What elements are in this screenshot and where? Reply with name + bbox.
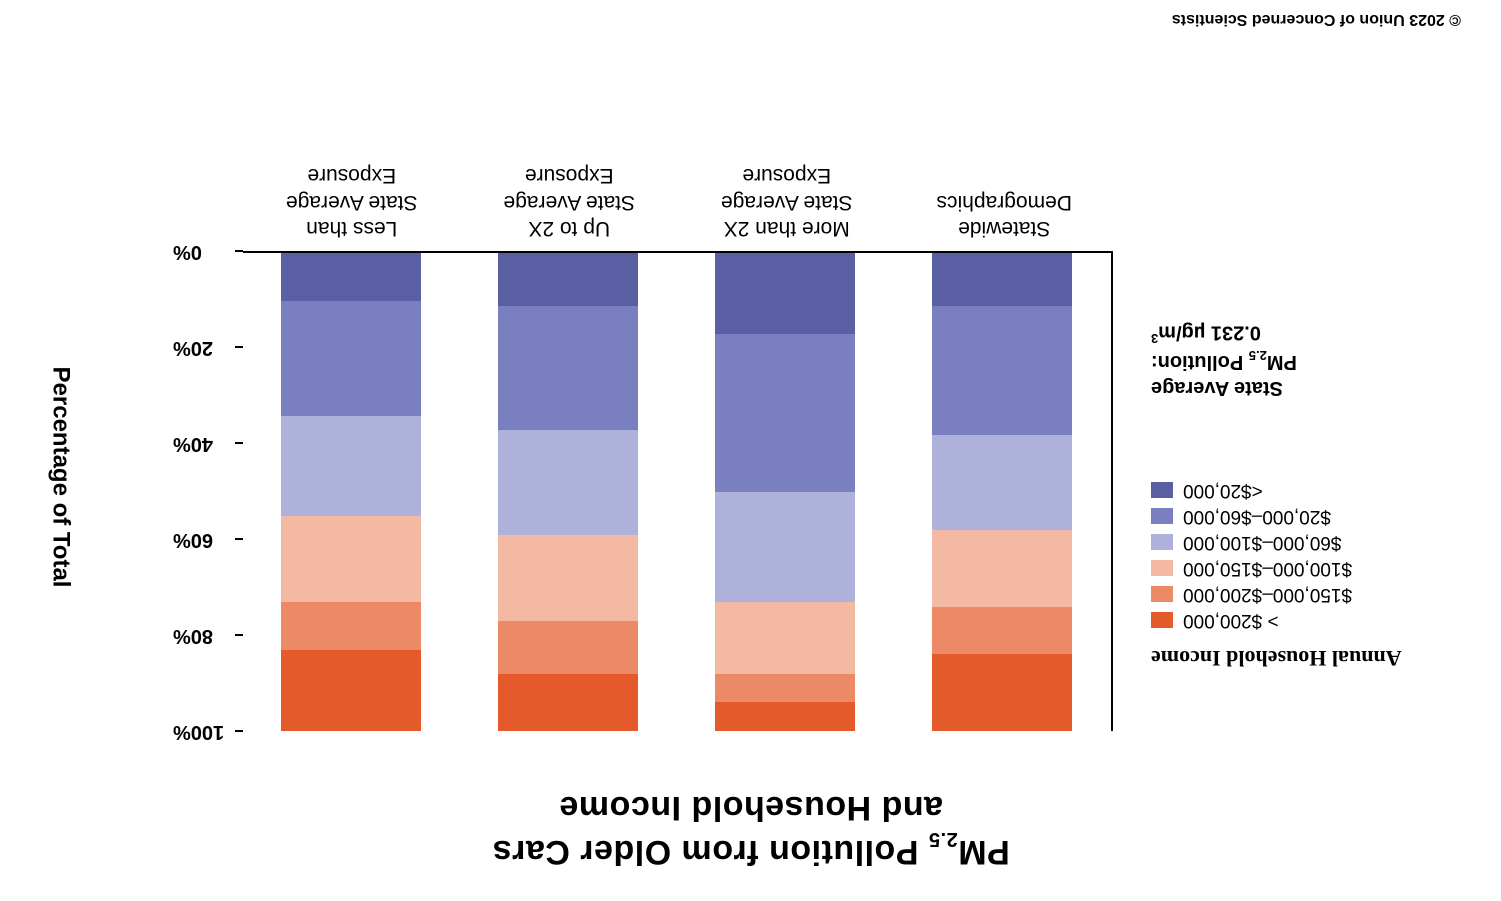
legend-item: $60,000–$100,000 — [1151, 531, 1451, 553]
bar-segment — [282, 516, 422, 602]
y-tick-mark — [235, 730, 243, 732]
bar-segment — [716, 253, 856, 334]
title-line-1: PM2.5 Pollution from Older Cars — [391, 827, 1111, 871]
legend-item-label: <$20,000 — [1183, 479, 1263, 501]
legend-item: > $200,000 — [1151, 609, 1451, 631]
y-tick-label: 20% — [173, 336, 213, 359]
legend-title: Annual Household Income — [1151, 645, 1451, 671]
y-axis-label: Percentage of Total — [47, 367, 75, 588]
bar-column — [716, 253, 856, 731]
stacked-bar — [499, 253, 639, 731]
legend-item: <$20,000 — [1151, 479, 1451, 501]
bar-segment — [933, 435, 1073, 531]
bar-segment — [499, 535, 639, 621]
legend-swatch — [1151, 560, 1173, 576]
state-average-note: State Average PM2.5 Pollution: 0.231 µg/… — [1151, 319, 1451, 401]
bar-segment — [716, 334, 856, 492]
bar-segment — [716, 702, 856, 731]
x-axis-labels: Less thanState AverageExposure Up to 2XSt… — [243, 162, 1113, 241]
chart-title: PM2.5 Pollution from Older Cars and Hous… — [391, 788, 1111, 871]
y-tick-label: 0% — [173, 240, 202, 263]
legend-items: > $200,000 $150,000–$200,000 $100,000–$150… — [1151, 479, 1451, 631]
bar-segment — [282, 602, 422, 650]
y-tick-mark — [235, 346, 243, 348]
bar-segment — [499, 430, 639, 535]
y-tick-mark — [235, 538, 243, 540]
bar-column — [282, 253, 422, 731]
bar-segment — [282, 301, 422, 416]
y-tick-label: 80% — [173, 624, 213, 647]
chart-container: PM2.5 Pollution from Older Cars and Hous… — [41, 51, 1461, 871]
legend-swatch — [1151, 612, 1173, 628]
bar-segment — [716, 674, 856, 703]
legend-swatch — [1151, 586, 1173, 602]
bar-segment — [933, 306, 1073, 435]
bar-segment — [282, 650, 422, 731]
legend-item-label: > $200,000 — [1183, 609, 1279, 631]
y-tick-mark — [235, 442, 243, 444]
legend-item: $20,000–$60,000 — [1151, 505, 1451, 527]
legend-item: $150,000–$200,000 — [1151, 583, 1451, 605]
legend-item-label: $60,000–$100,000 — [1183, 531, 1342, 553]
legend-item-label: $150,000–$200,000 — [1183, 583, 1352, 605]
note-line-2: PM2.5 Pollution: — [1151, 346, 1451, 375]
bar-segment — [282, 253, 422, 301]
bar-segment — [933, 607, 1073, 655]
note-line-3: 0.231 µg/m3 — [1151, 319, 1451, 346]
y-tick-label: 40% — [173, 432, 213, 455]
bar-segment — [716, 492, 856, 602]
note-line-1: State Average — [1151, 375, 1451, 401]
x-tick-label: StatewideDemographics — [914, 162, 1094, 241]
y-tick-mark — [235, 634, 243, 636]
bar-segment — [499, 306, 639, 430]
copyright-text: © 2023 Union of Concerned Scientists — [1172, 10, 1461, 28]
plot-area: 0%20%40%60%80%100% — [243, 251, 1113, 731]
bar-segment — [499, 674, 639, 731]
y-tick-mark — [235, 250, 243, 252]
stacked-bar — [933, 253, 1073, 731]
bar-column — [933, 253, 1073, 731]
bars-group — [243, 253, 1111, 731]
legend-item: $100,000–$150,000 — [1151, 557, 1451, 579]
legend: Annual Household Income > $200,000 $150,0… — [1151, 479, 1451, 671]
x-tick-label: Less thanState AverageExposure — [262, 162, 442, 241]
legend-swatch — [1151, 534, 1173, 550]
bar-segment — [716, 602, 856, 674]
legend-swatch — [1151, 482, 1173, 498]
bar-segment — [499, 621, 639, 674]
legend-item-label: $100,000–$150,000 — [1183, 557, 1352, 579]
stacked-bar — [282, 253, 422, 731]
bar-segment — [933, 530, 1073, 606]
title-line-2: and Household Income — [391, 788, 1111, 827]
bar-column — [499, 253, 639, 731]
y-tick-label: 100% — [173, 720, 224, 743]
bar-segment — [933, 654, 1073, 730]
legend-swatch — [1151, 508, 1173, 524]
x-tick-label: More than 2XState AverageExposure — [697, 162, 877, 241]
bar-segment — [499, 253, 639, 306]
y-tick-label: 60% — [173, 528, 213, 551]
stacked-bar — [716, 253, 856, 731]
bar-segment — [933, 253, 1073, 306]
bar-segment — [282, 416, 422, 516]
legend-item-label: $20,000–$60,000 — [1183, 505, 1331, 527]
x-tick-label: Up to 2XState AverageExposure — [479, 162, 659, 241]
title-text-1: Pollution from Older Cars — [492, 833, 918, 871]
